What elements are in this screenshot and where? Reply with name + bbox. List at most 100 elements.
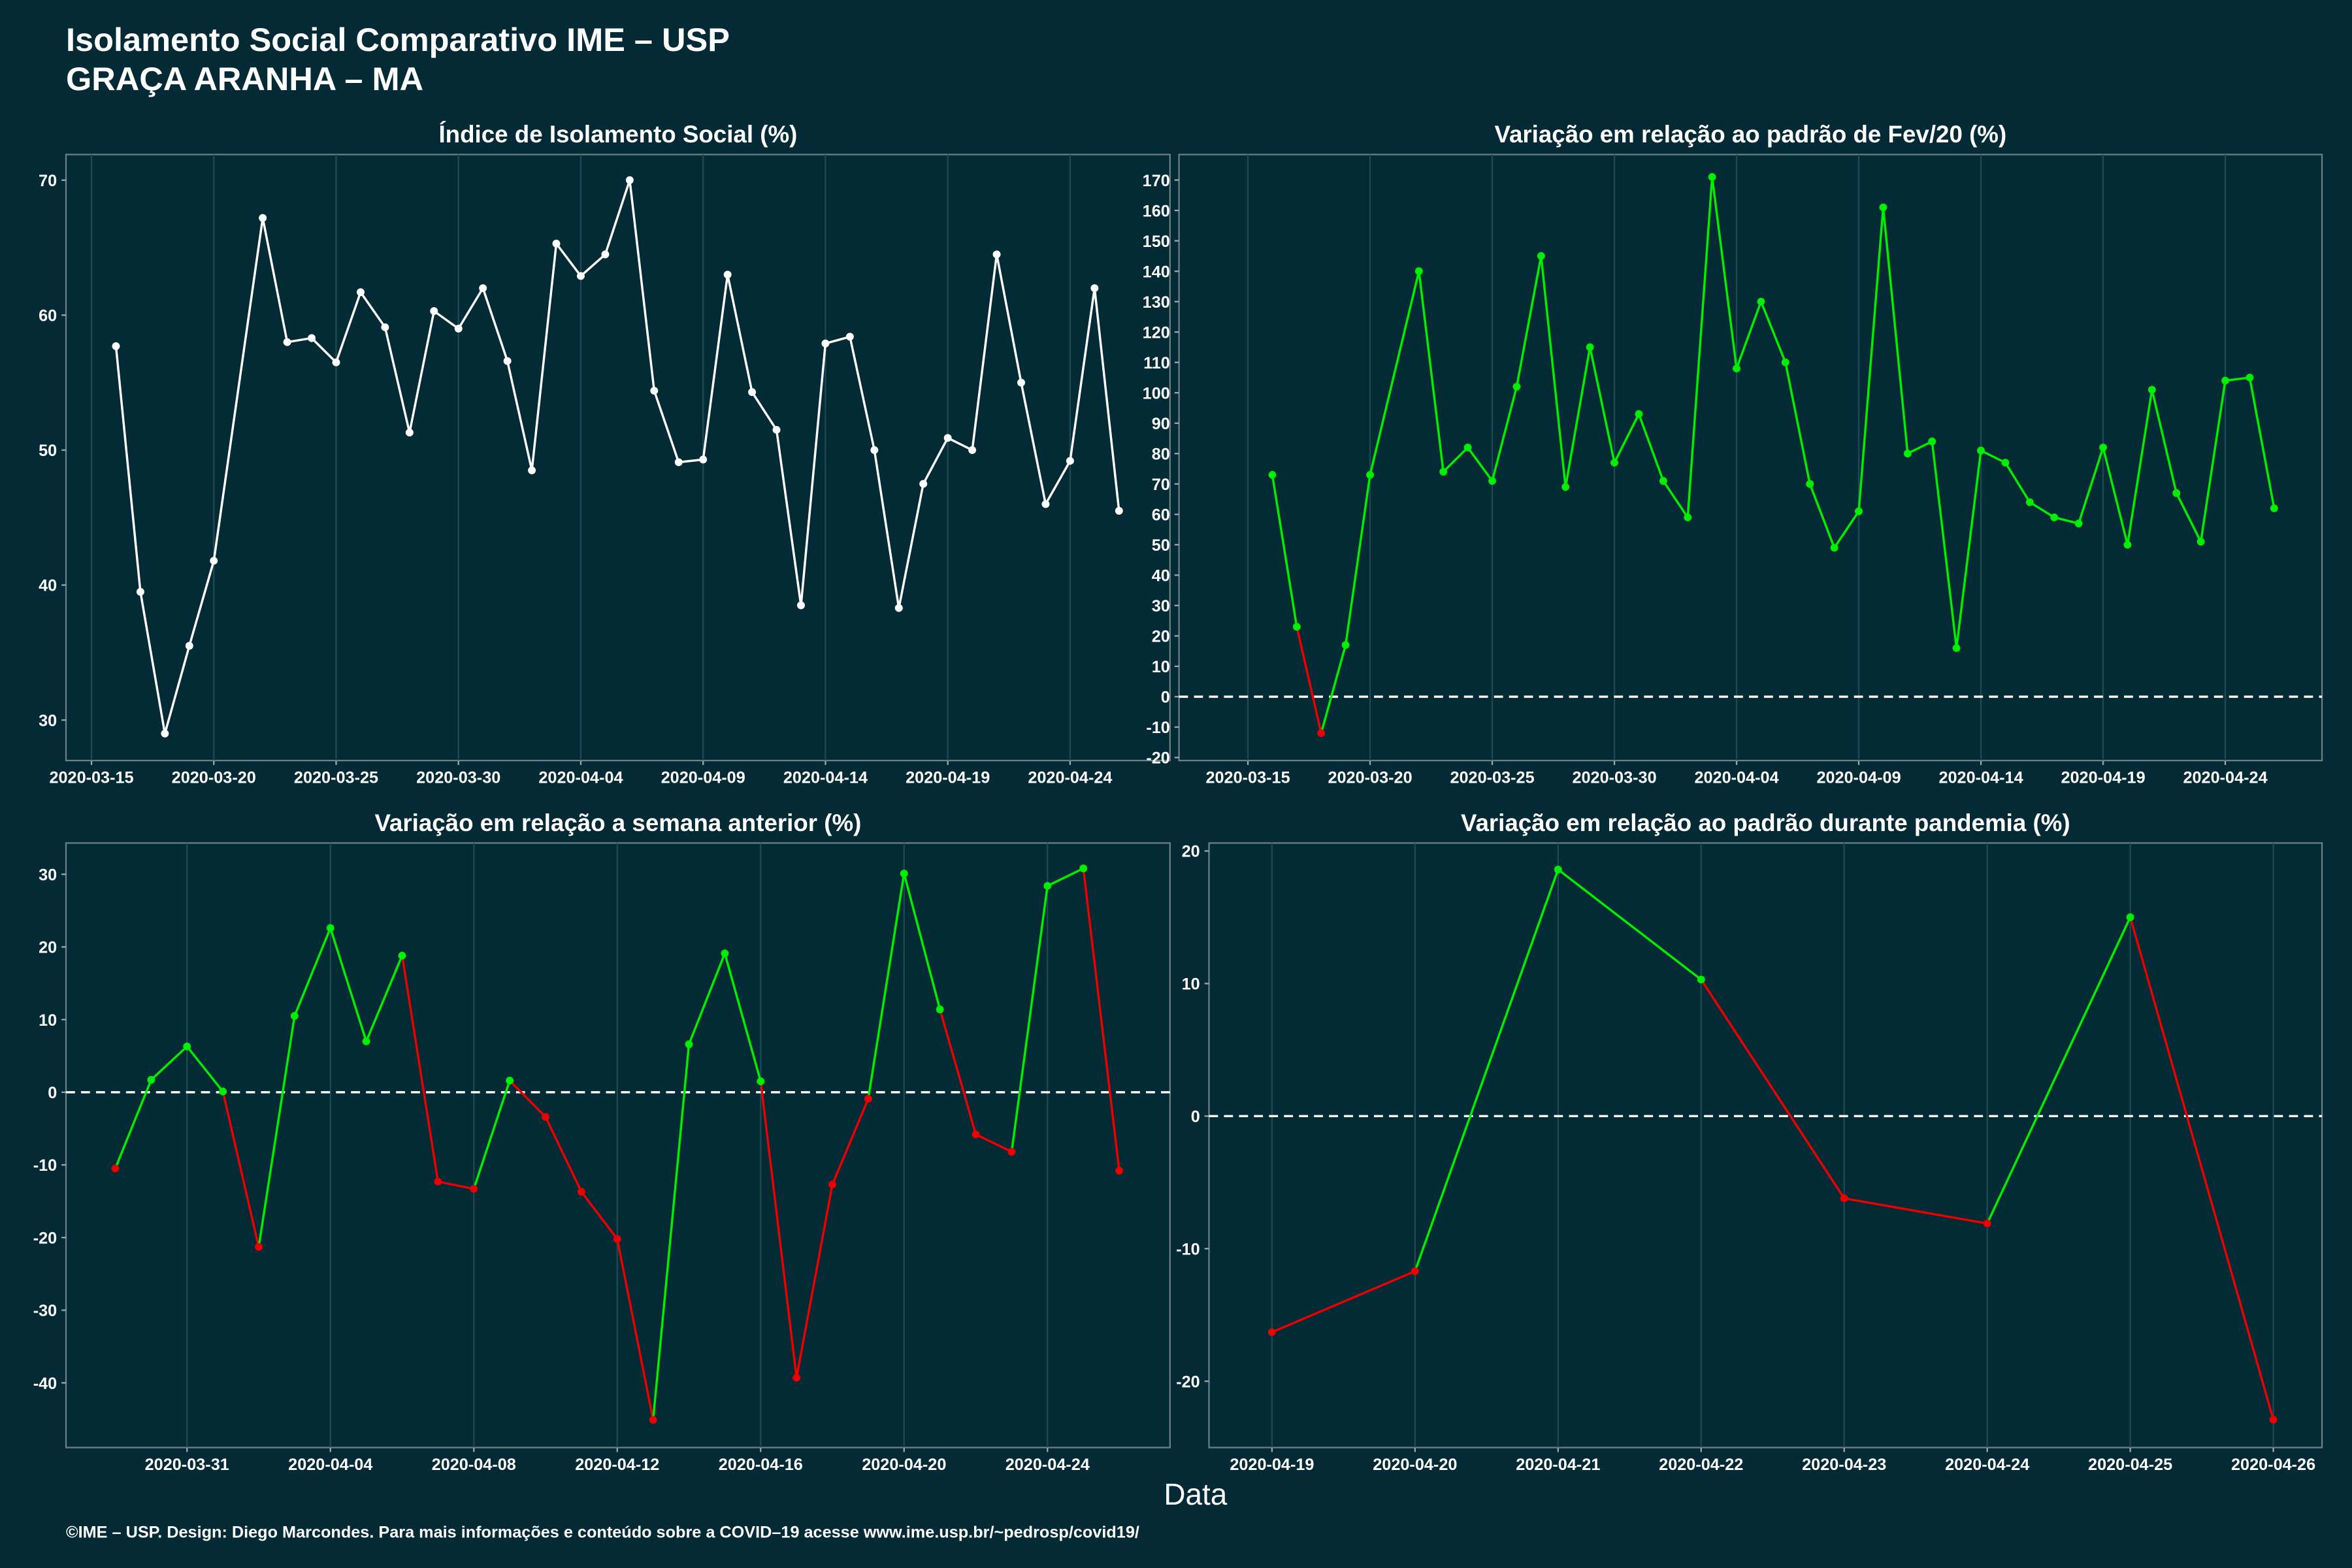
line-segment [1700, 979, 1846, 1200]
line-segment [867, 873, 906, 1100]
point [674, 458, 683, 466]
point [1684, 513, 1692, 521]
x-tick-label: 2020-03-20 [172, 769, 256, 787]
point [1554, 865, 1562, 874]
point [1561, 483, 1570, 491]
point [136, 587, 144, 596]
x-tick-label: 2020-04-21 [1516, 1456, 1600, 1474]
y-tick-label: 30 [1152, 597, 1170, 615]
plot-panel [1178, 154, 2323, 762]
point [613, 1235, 621, 1243]
line-segment [1955, 450, 1982, 649]
point [183, 1042, 191, 1051]
point [845, 333, 854, 341]
point [1983, 1219, 1991, 1228]
line-segment [1320, 644, 1347, 734]
line-segment [939, 1009, 977, 1135]
line-segment [1010, 885, 1049, 1152]
point [2123, 540, 2132, 549]
y-tick-label: 10 [1182, 975, 1200, 994]
line-segment [1833, 510, 1860, 549]
line-segment [1882, 207, 1909, 454]
x-tick-label: 2020-04-09 [1816, 769, 1901, 787]
y-tick-label: 0 [1191, 1108, 1200, 1126]
line-segment [580, 1191, 619, 1240]
point [2074, 519, 2083, 528]
line-segment [329, 927, 368, 1042]
x-tick-label: 2020-04-24 [1945, 1456, 2029, 1474]
line-segment [150, 1045, 188, 1081]
line-segment [186, 1045, 224, 1092]
line-segment [687, 953, 727, 1045]
point [699, 455, 708, 464]
line-segment [544, 1116, 583, 1192]
point [1635, 410, 1643, 418]
point [2050, 513, 2059, 521]
plot-panel [65, 154, 1171, 762]
line-segment [1369, 270, 1420, 476]
y-tick-label: 30 [39, 711, 57, 730]
line-segment [1857, 207, 1885, 512]
y-tick-label: 80 [1152, 445, 1170, 463]
point [1733, 365, 1741, 372]
point [1697, 975, 1705, 984]
x-tick-label: 2020-03-20 [1328, 769, 1412, 787]
line-segment [1844, 1197, 1987, 1225]
y-tick-label: 90 [1152, 415, 1170, 433]
line-segment [723, 953, 762, 1082]
point [210, 557, 218, 565]
point [259, 214, 267, 222]
point [1659, 477, 1667, 485]
point [577, 1188, 585, 1196]
line-segment [2199, 380, 2227, 542]
line-segment [1980, 449, 2006, 464]
point [356, 288, 365, 297]
line-segment [1557, 868, 1702, 981]
point [1586, 343, 1594, 351]
point [1414, 267, 1423, 276]
point [1952, 644, 1961, 652]
point [1903, 449, 1912, 458]
point [1090, 284, 1099, 293]
point [506, 1077, 514, 1085]
y-tick-label: 150 [1143, 233, 1170, 251]
line-segment [293, 927, 332, 1017]
point [479, 284, 487, 293]
point [1977, 446, 1985, 455]
line-segment [903, 873, 941, 1010]
y-tick-label: 140 [1143, 263, 1170, 281]
point [721, 949, 729, 958]
y-tick-label: 100 [1143, 384, 1170, 402]
line-segment [1613, 414, 1640, 463]
point [147, 1075, 155, 1084]
point [828, 1181, 837, 1188]
y-tick-label: 20 [39, 939, 57, 957]
point [1879, 203, 1887, 212]
point [430, 307, 438, 316]
line-segment [831, 1098, 870, 1185]
point [528, 466, 536, 474]
point [2221, 376, 2230, 385]
point [1341, 641, 1350, 649]
x-tick-label: 2020-04-24 [1005, 1456, 1090, 1474]
point [1781, 358, 1789, 367]
point [1830, 544, 1838, 552]
line-segment [1271, 474, 1298, 627]
point [1708, 172, 1716, 181]
y-tick-label: 40 [1152, 566, 1170, 585]
point [2269, 1416, 2278, 1424]
line-segment [1759, 301, 1787, 363]
x-tick-label: 2020-03-15 [1205, 769, 1290, 787]
point [576, 272, 585, 280]
point [792, 1373, 801, 1382]
line-segment [1808, 483, 1836, 549]
y-tick-label: 120 [1143, 323, 1170, 342]
line-segment [2078, 447, 2104, 524]
caption: ©IME – USP. Design: Diego Marcondes. Par… [66, 1523, 1139, 1541]
line-segment [1686, 176, 1714, 518]
x-tick-label: 2020-04-20 [862, 1456, 946, 1474]
point [362, 1037, 370, 1045]
point [1268, 470, 1277, 479]
x-tick-label: 2020-03-25 [1450, 769, 1534, 787]
point [1366, 470, 1375, 479]
